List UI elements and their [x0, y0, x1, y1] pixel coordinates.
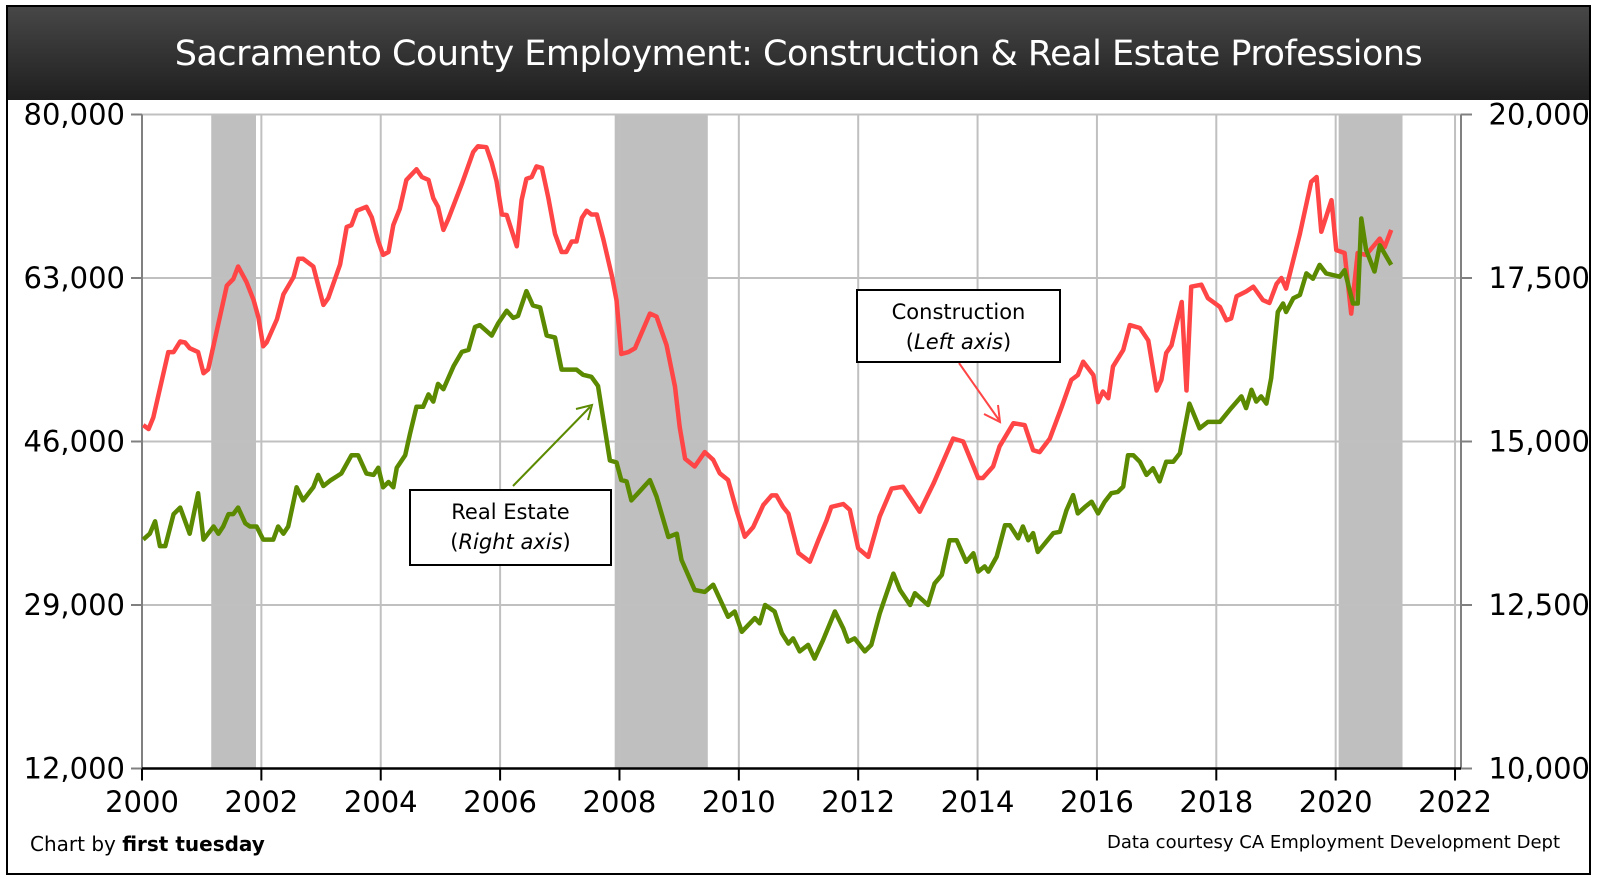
- right-axis-tick-label: 20,000: [1489, 98, 1590, 132]
- real-estate-annotation-title: Real Estate: [451, 500, 570, 524]
- x-axis-tick-label: 2008: [583, 785, 657, 819]
- axis-note: Right axis: [458, 530, 563, 554]
- x-axis-tick-label: 2022: [1418, 785, 1492, 819]
- right-axis-tick-label: 15,000: [1489, 425, 1590, 459]
- x-axis-tick-label: 2018: [1179, 785, 1253, 819]
- real-estate-annotation: Real Estate (Right axis): [409, 489, 612, 566]
- series-lines: [141, 143, 1394, 661]
- paren-close: ): [1003, 330, 1012, 354]
- construction-arrow: [958, 362, 1000, 421]
- right-axis-tick-label: 12,500: [1489, 588, 1590, 622]
- chart-frame: [6, 5, 1591, 875]
- real-estate-arrow: [512, 406, 591, 487]
- real-estate-line: [141, 216, 1394, 661]
- real-estate-annotation-axis: (Right axis): [411, 527, 610, 557]
- credit-prefix: Chart by: [30, 832, 116, 856]
- x-axis-tick-label: 2004: [344, 785, 418, 819]
- x-axis-tick-label: 2010: [702, 785, 776, 819]
- x-axis-tick-label: 2002: [224, 785, 298, 819]
- chart-title: Sacramento County Employment: Constructi…: [8, 7, 1589, 100]
- construction-arrowhead: [983, 404, 1002, 424]
- chart-credit: Chart by first tuesday: [30, 832, 265, 856]
- left-axis-tick-label: 29,000: [24, 588, 125, 622]
- axes: [131, 113, 1472, 781]
- x-axis-tick-label: 2020: [1299, 785, 1373, 819]
- gridlines: [142, 113, 1461, 769]
- x-axis-tick-label: 2006: [463, 785, 537, 819]
- left-axis-tick-label: 46,000: [24, 425, 125, 459]
- tick-labels: 12,000 29,000 46,000 63,000 80,000 10,000 12,5…: [24, 98, 1590, 820]
- x-axis-tick-label: 2014: [941, 785, 1015, 819]
- left-axis-tick-label: 12,000: [24, 752, 125, 786]
- paren-open: (: [450, 530, 459, 554]
- data-source: Data courtesy CA Employment Development …: [1106, 832, 1560, 853]
- right-axis-tick-label: 17,500: [1489, 261, 1590, 295]
- real-estate-arrowhead: [575, 403, 594, 421]
- construction-annotation-title: Construction: [891, 300, 1026, 324]
- paren-open: (: [905, 330, 914, 354]
- x-axis-tick-label: 2000: [105, 785, 179, 819]
- left-axis-tick-label: 80,000: [24, 98, 125, 132]
- construction-line: [141, 143, 1394, 564]
- construction-annotation-axis: (Left axis): [858, 327, 1059, 357]
- axis-note: Left axis: [914, 330, 1003, 354]
- x-axis-tick-label: 2012: [821, 785, 895, 819]
- construction-annotation: Construction (Left axis): [856, 289, 1061, 363]
- x-axis-tick-label: 2016: [1060, 785, 1134, 819]
- left-axis-tick-label: 63,000: [24, 261, 125, 295]
- credit-brand: first tuesday: [122, 832, 265, 856]
- paren-close: ): [562, 530, 571, 554]
- right-axis-tick-label: 10,000: [1489, 752, 1590, 786]
- annotation-arrows: [512, 362, 1002, 487]
